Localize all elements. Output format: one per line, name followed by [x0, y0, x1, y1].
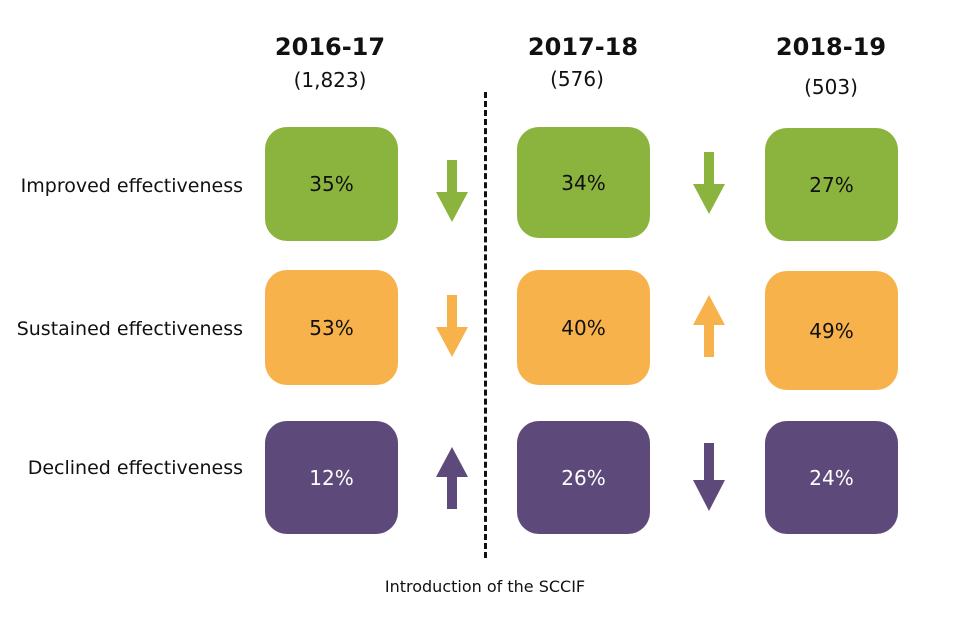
arrow-down-icon — [693, 443, 725, 511]
row-label-sustained: Sustained effectiveness — [16, 318, 243, 340]
count-2018-19: (503) — [804, 75, 858, 99]
sustained-2018-19-box: 49% — [765, 271, 898, 390]
row-label-improved: Improved effectiveness — [20, 175, 243, 197]
improved-2017-18-box: 34% — [517, 127, 650, 238]
declined-2016-17-box: 12% — [265, 421, 398, 534]
declined-2017-18-box: 26% — [517, 421, 650, 534]
sustained-2017-18-box: 40% — [517, 270, 650, 385]
sccif-divider-line — [484, 92, 487, 558]
improved-2016-17-box: 35% — [265, 127, 398, 241]
arrow-up-icon — [693, 295, 725, 357]
declined-2018-19-box: 24% — [765, 421, 898, 534]
sustained-2016-17-box: 53% — [265, 270, 398, 385]
divider-caption: Introduction of the SCCIF — [384, 577, 586, 596]
improved-2018-19-box: 27% — [765, 128, 898, 241]
year-header-2018-19: 2018-19 — [775, 33, 887, 61]
count-2017-18: (576) — [550, 67, 604, 91]
year-header-2017-18: 2017-18 — [527, 33, 639, 61]
arrow-down-icon — [693, 152, 725, 214]
arrow-up-icon — [436, 447, 468, 509]
arrow-down-icon — [436, 295, 468, 357]
arrow-down-icon — [436, 160, 468, 222]
count-2016-17: (1,823) — [293, 68, 367, 92]
row-label-declined: Declined effectiveness — [27, 457, 243, 479]
year-header-2016-17: 2016-17 — [274, 33, 386, 61]
